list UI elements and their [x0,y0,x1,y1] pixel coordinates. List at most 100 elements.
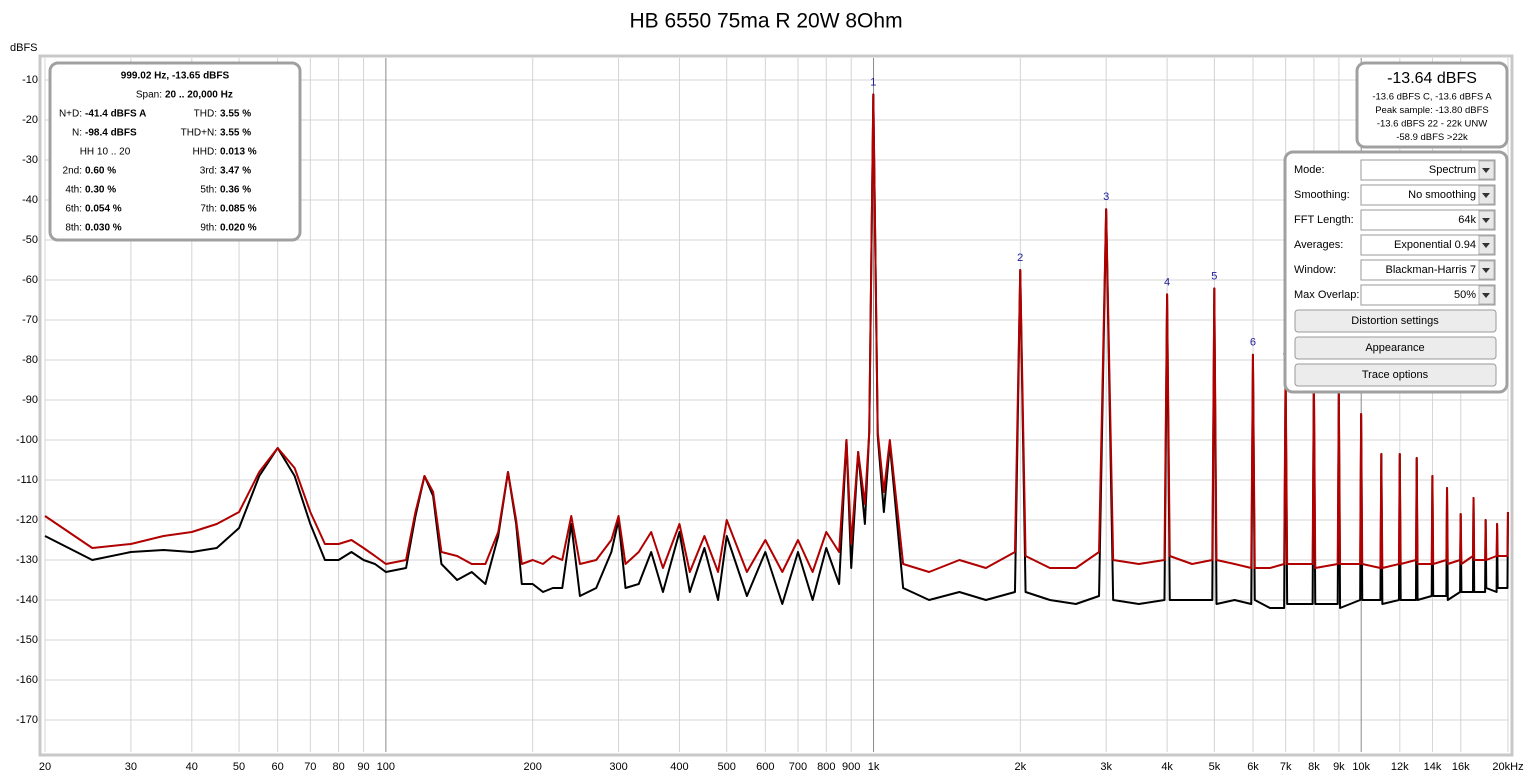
dropdown-arrow [1482,193,1490,198]
info-value: 0.085 % [220,204,257,215]
dropdown-value[interactable]: No smoothing [1408,189,1476,201]
x-tick-label: 50 [233,761,245,773]
x-tick-label: 40 [186,761,198,773]
y-axis-label: dBFS [10,42,38,54]
x-tick-label: 900 [842,761,860,773]
info-value: 0.020 % [220,223,257,234]
info-label: N+D: [59,109,82,120]
y-tick-label: -50 [22,234,38,246]
x-tick-label: 12k [1391,761,1409,773]
y-tick-label: -60 [22,274,38,286]
button-label[interactable]: Distortion settings [1351,315,1439,327]
info-value: 0.013 % [220,147,257,158]
button[interactable] [1294,336,1497,360]
control-label: Smoothing: [1294,189,1350,201]
info-label: THD+N: [181,128,217,139]
info-heading: 999.02 Hz, -13.65 dBFS [121,71,230,82]
info-value: 3.47 % [220,166,251,177]
y-tick-label: -150 [16,634,38,646]
y-tick-label: -90 [22,394,38,406]
x-tick-label: 8k [1308,761,1320,773]
control-label: FFT Length: [1294,214,1354,226]
info-value: 0.36 % [220,185,251,196]
harmonic-label: 5 [1211,270,1217,282]
x-tick-label: 9k [1333,761,1345,773]
x-tick-label: 300 [609,761,627,773]
harmonic-label: 6 [1250,337,1256,349]
info-value: 0.60 % [85,166,116,177]
y-tick-label: -80 [22,354,38,366]
harmonic-label: 4 [1164,276,1170,288]
control-label: Max Overlap: [1294,289,1359,301]
dropdown-arrow [1482,293,1490,298]
dropdown[interactable] [1360,234,1496,256]
dropdown-value[interactable]: Spectrum [1429,164,1476,176]
y-tick-label: -30 [22,154,38,166]
x-tick-label: 4k [1161,761,1173,773]
dropdown[interactable] [1360,259,1496,281]
x-tick-label: 6k [1247,761,1259,773]
y-tick-label: -120 [16,514,38,526]
info-value: 0.030 % [85,223,122,234]
dropdown-value[interactable]: 64k [1458,214,1476,226]
x-tick-label: 10k [1352,761,1370,773]
dropdown-value[interactable]: 50% [1454,289,1476,301]
info-value: 20 .. 20,000 Hz [165,90,233,101]
level-line: -13.6 dBFS C, -13.6 dBFS A [1372,92,1492,103]
y-tick-label: -100 [16,434,38,446]
dropdown[interactable] [1360,209,1496,231]
harmonic-label: 1 [870,76,876,88]
info-label: 5th: [200,185,217,196]
info-panel [48,61,302,242]
button-label[interactable]: Appearance [1365,342,1424,354]
harmonic-label: 2 [1017,252,1023,264]
info-value: 3.55 % [220,109,251,120]
y-tick-label: -70 [22,314,38,326]
y-tick-label: -170 [16,714,38,726]
dropdown[interactable] [1360,184,1496,206]
x-tick-label: 20kHz [1492,761,1523,773]
y-tick-label: -130 [16,554,38,566]
dropdown-value[interactable]: Exponential 0.94 [1394,239,1476,251]
dropdown[interactable] [1360,284,1496,306]
y-tick-label: -10 [22,74,38,86]
series-line [44,93,1509,573]
info-label: 2nd: [63,166,82,177]
button[interactable] [1294,309,1497,333]
x-tick-label: 14k [1424,761,1442,773]
level-line: Peak sample: -13.80 dBFS [1375,105,1489,116]
x-tick-label: 80 [332,761,344,773]
info-label: Span: [136,90,162,101]
x-tick-label: 200 [523,761,541,773]
x-tick-label: 30 [125,761,137,773]
button-label[interactable]: Trace options [1362,369,1429,381]
x-tick-label: 5k [1209,761,1221,773]
y-tick-label: -140 [16,594,38,606]
x-tick-label: 3k [1100,761,1112,773]
info-label: 3rd: [200,166,217,177]
y-tick-label: -160 [16,674,38,686]
dropdown-value[interactable]: Blackman-Harris 7 [1386,264,1476,276]
x-tick-label: 16k [1452,761,1470,773]
y-tick-label: -40 [22,194,38,206]
y-tick-label: -20 [22,114,38,126]
x-tick-label: 500 [718,761,736,773]
dropdown-arrow [1482,168,1490,173]
x-tick-label: 90 [357,761,369,773]
dropdown-arrow [1482,218,1490,223]
chart-title: HB 6550 75ma R 20W 8Ohm [629,10,902,33]
info-label: 7th: [200,204,217,215]
dropdown[interactable] [1360,159,1496,181]
info-label: HH 10 .. 20 [80,147,131,158]
button[interactable] [1294,363,1497,387]
x-tick-label: 2k [1015,761,1027,773]
info-value: 0.30 % [85,185,116,196]
info-label: N: [72,128,82,139]
x-tick-label: 60 [272,761,284,773]
control-label: Mode: [1294,164,1325,176]
x-tick-label: 700 [789,761,807,773]
x-tick-label: 1k [868,761,880,773]
info-value: -98.4 dBFS [85,128,137,139]
info-value: 3.55 % [220,128,251,139]
